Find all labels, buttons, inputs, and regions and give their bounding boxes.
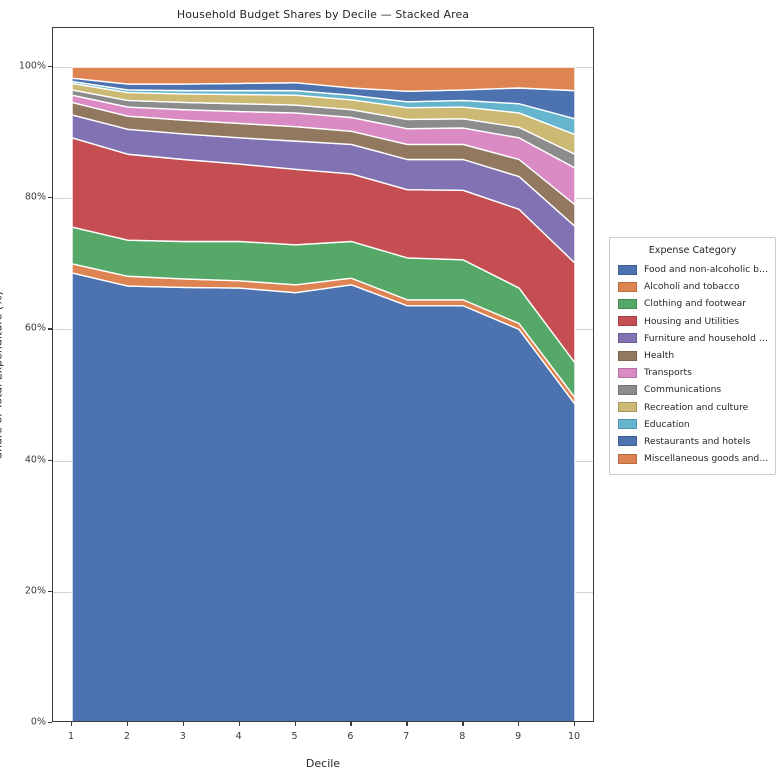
legend-item[interactable]: Alcoholi and tobacco	[616, 278, 769, 295]
x-tick-mark	[126, 722, 129, 726]
legend-item[interactable]: Education	[616, 416, 769, 433]
x-tick-label: 8	[459, 731, 466, 742]
legend: Expense Category Food and non-alcoholic …	[609, 237, 776, 476]
legend-item[interactable]: Housing and Utilities	[616, 313, 769, 330]
legend-item-label: Communications	[644, 384, 722, 396]
legend-swatch-icon	[618, 367, 637, 378]
legend-item-label: Clothing and footwear	[644, 298, 747, 310]
area-band	[71, 272, 576, 721]
x-tick-label: 6	[347, 731, 354, 742]
legend-item-label: Restaurants and hotels	[644, 435, 751, 447]
legend-title: Expense Category	[648, 245, 737, 256]
legend-swatch-icon	[618, 402, 637, 413]
legend-swatch-icon	[618, 453, 637, 464]
y-tick-label: 60%	[24, 322, 46, 334]
y-tick-label: 80%	[24, 191, 46, 203]
y-tick-mark	[48, 66, 52, 68]
y-tick-mark	[48, 722, 52, 724]
x-axis-label: Decile	[305, 757, 341, 770]
legend-swatch-icon	[618, 281, 637, 292]
x-tick-label: 9	[515, 731, 522, 742]
legend-swatch-icon	[618, 316, 637, 327]
plot-area	[52, 27, 594, 722]
legend-item-label: Miscellaneous goods and services	[644, 453, 769, 465]
legend-swatch-icon	[618, 350, 637, 361]
legend-item[interactable]: Recreation and culture	[616, 399, 769, 416]
legend-swatch-icon	[618, 333, 637, 344]
x-tick-mark	[71, 722, 73, 726]
x-tick-label: 2	[123, 731, 130, 742]
legend-item[interactable]: Health	[616, 347, 769, 364]
chart-title: Household Budget Shares by Decile — Stac…	[176, 8, 470, 21]
legend-swatch-icon	[618, 298, 637, 309]
legend-item[interactable]: Communications	[616, 381, 769, 398]
legend-swatch-icon	[618, 436, 637, 447]
y-tick-mark	[48, 328, 52, 330]
legend-item[interactable]: Transports	[616, 364, 769, 381]
legend-item-label: Furniture and household goods	[644, 332, 769, 344]
x-tick-label: 5	[291, 731, 298, 742]
legend-item[interactable]: Furniture and household goods	[616, 330, 769, 347]
y-tick-label: 20%	[24, 585, 46, 597]
x-tick-label: 7	[403, 731, 410, 742]
stacked-area-series	[71, 66, 576, 721]
legend-item[interactable]: Clothing and footwear	[616, 295, 769, 312]
x-tick-label: 3	[179, 731, 186, 742]
x-tick-mark	[182, 722, 185, 726]
legend-item-label: Housing and Utilities	[644, 315, 740, 327]
x-tick-label: 1	[67, 731, 75, 742]
y-tick-mark	[48, 590, 52, 593]
y-tick-label: 0%	[30, 716, 46, 728]
legend-item[interactable]: Restaurants and hotels	[616, 433, 769, 450]
legend-swatch-icon	[618, 419, 637, 430]
legend-item-label: Food and non-alcoholic beverages	[644, 264, 769, 276]
y-tick-label: 40%	[24, 454, 46, 466]
y-tick-label: 100%	[18, 60, 46, 72]
legend-item-label: Health	[644, 350, 675, 362]
legend-item-label: Recreation and culture	[644, 401, 749, 413]
x-tick-mark	[518, 722, 520, 726]
y-tick-mark	[48, 459, 52, 461]
legend-item[interactable]: Food and non-alcoholic beverages	[616, 261, 769, 278]
plot-inner	[53, 28, 593, 721]
legend-item-label: Transports	[644, 367, 692, 379]
x-tick-mark	[294, 722, 296, 726]
legend-entries: Food and non-alcoholic beverages Alcoholi…	[616, 261, 769, 467]
x-tick-label: 10	[567, 731, 581, 742]
legend-item-label: Alcoholi and tobacco	[644, 281, 740, 293]
y-axis-label: Share of Total Expenditure (%)	[0, 291, 5, 459]
x-tick-mark	[462, 722, 464, 726]
area-band	[71, 66, 576, 92]
x-tick-label: 4	[235, 731, 242, 742]
legend-item-label: Education	[644, 418, 690, 430]
x-tick-mark	[574, 722, 576, 726]
legend-swatch-icon	[618, 384, 637, 395]
x-tick-mark	[406, 722, 408, 726]
x-tick-mark	[238, 722, 240, 726]
y-tick-mark	[48, 197, 52, 199]
x-tick-mark	[350, 722, 352, 726]
legend-swatch-icon	[618, 264, 637, 275]
legend-item[interactable]: Miscellaneous goods and services	[616, 450, 769, 467]
